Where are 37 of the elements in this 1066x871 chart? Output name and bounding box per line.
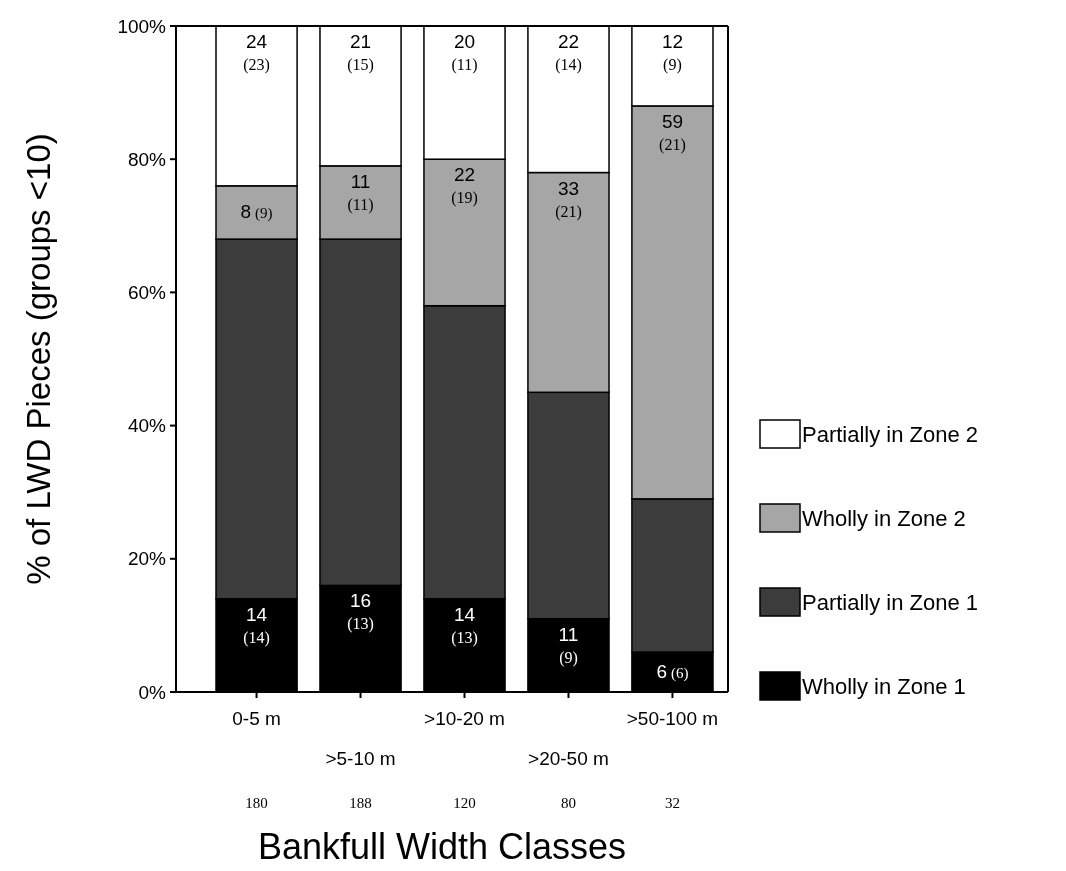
data-label: 12 (9) [661,31,684,74]
data-label: 14 (14) [243,603,270,647]
data-label: 59 (21) [659,110,686,154]
data-label: 14 (13) [451,603,478,647]
text: 80 [560,795,576,811]
legend-label: Wholly in Zone 1 [802,673,966,699]
legend-label: Partially in Zone 1 [802,589,979,615]
data-label: 21 (15) [347,31,374,74]
legend-label: Wholly in Zone 2 [802,505,966,531]
data-label: 20 (11) [451,31,478,74]
y-tick-label: 0% [138,681,167,703]
y-axis-title: % of LWD Pieces (groups <10) [20,133,57,585]
x-axis-title: Bankfull Width Classes [257,826,627,867]
x-tick-label: >20-50 m [528,748,609,769]
data-label: 33 (21) [555,177,582,221]
text: 180 [245,795,268,811]
x-tick-label: 0-5 m [232,708,281,729]
data-label: 16 (13) [347,590,374,634]
data-label: 22 (19) [451,164,478,208]
x-tick-label: >50-100 m [626,708,719,729]
y-tick-label: 100% [117,15,167,37]
legend-label: Partially in Zone 2 [802,421,979,447]
data-label: 22 (14) [555,31,582,74]
data-label: 11 (11) [347,170,374,214]
x-tick-label: >10-20 m [424,708,505,729]
text: 32 [664,795,680,811]
text: 188 [349,795,372,811]
data-label: 11 (9) [558,623,579,667]
text: 120 [453,795,476,811]
y-tick-label: 60% [127,282,167,304]
y-tick-label: 40% [127,415,167,437]
data-label: 24 (23) [243,31,270,74]
y-tick-label: 20% [127,548,167,570]
data-label: 8 (9) [240,201,273,223]
x-tick-label: >5-10 m [325,748,396,769]
data-label: 6 (6) [656,660,689,682]
y-tick-label: 80% [127,148,167,170]
